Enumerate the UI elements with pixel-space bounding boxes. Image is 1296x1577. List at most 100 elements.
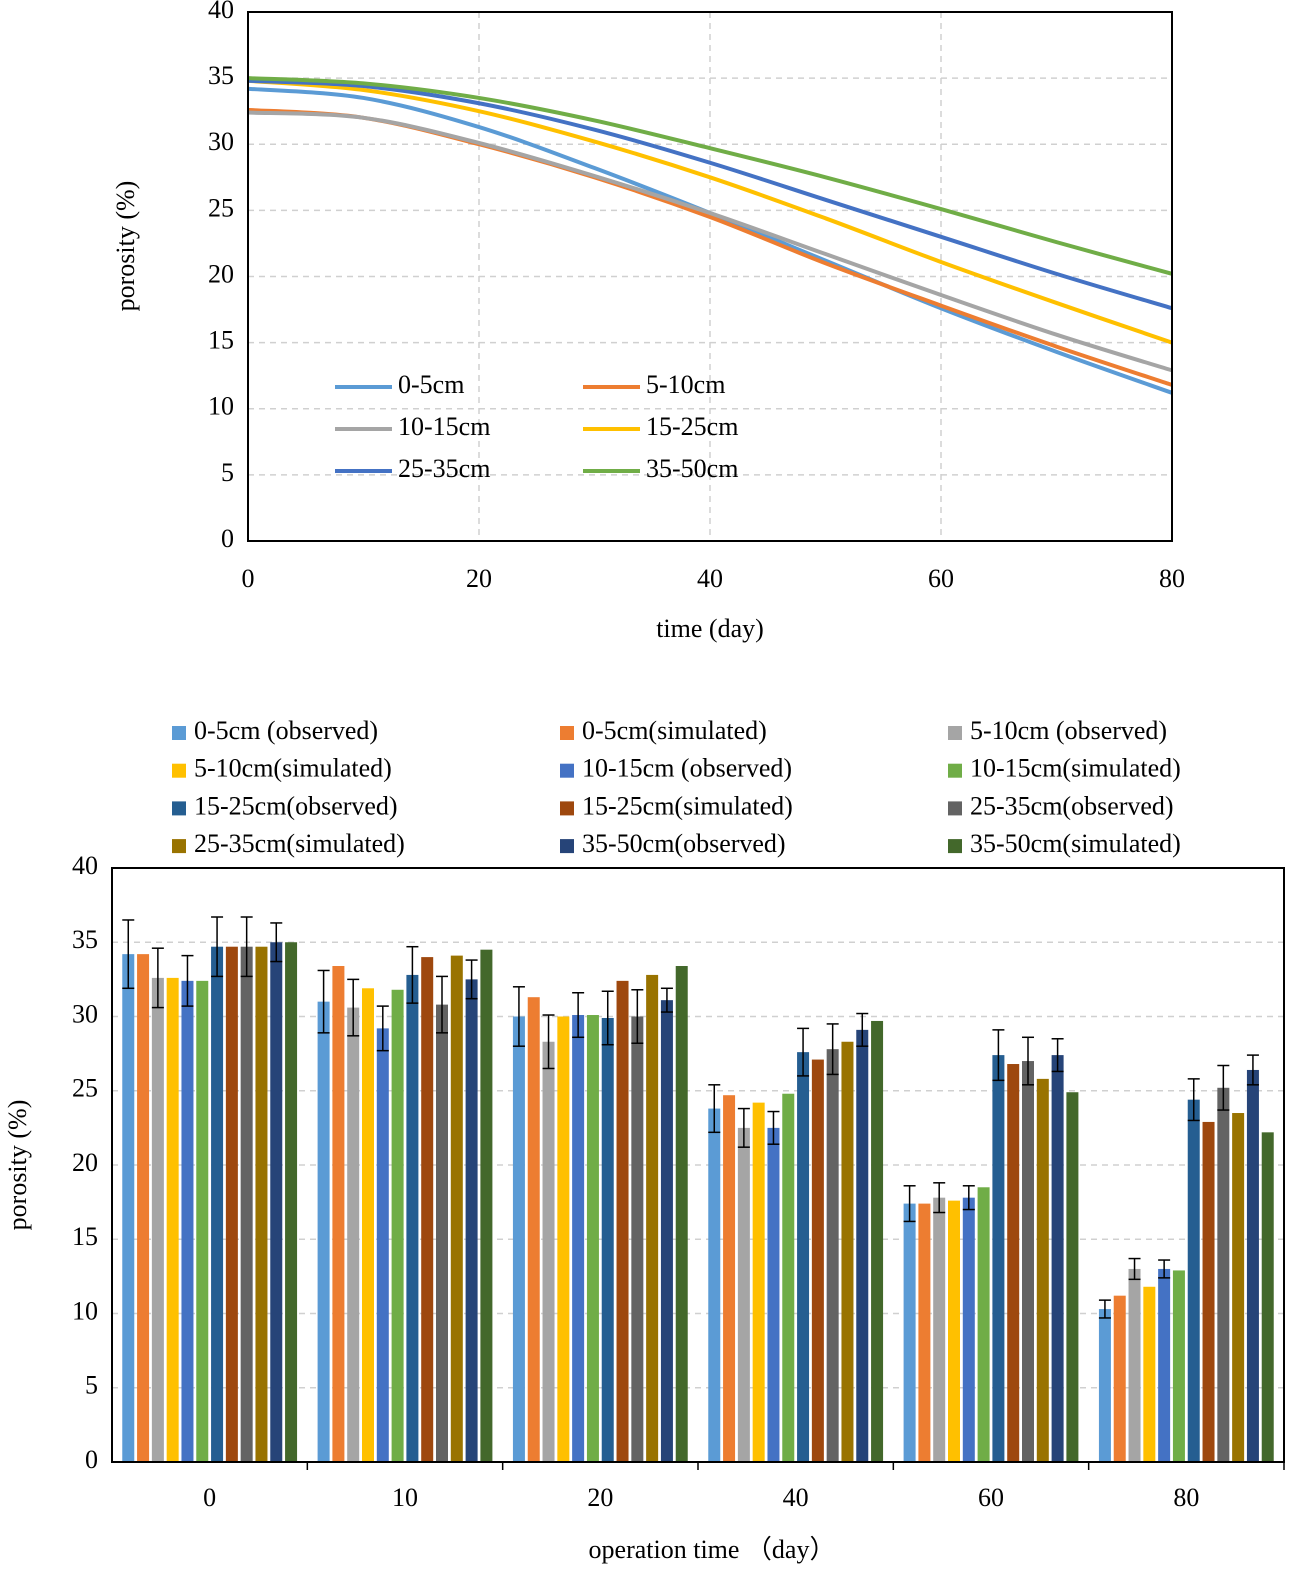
y-tick-label: 0 [85, 1445, 98, 1474]
bar [196, 980, 209, 1462]
legend-label: 5-10cm (observed) [970, 716, 1167, 745]
bar [948, 1200, 960, 1462]
legend-label: 35-50cm [646, 454, 738, 483]
bar [586, 1015, 599, 1462]
legend-swatch [172, 839, 186, 854]
y-tick-label: 20 [208, 259, 234, 288]
y-axis-label: porosity (%) [3, 1100, 32, 1231]
y-tick-label: 30 [208, 127, 234, 156]
y-tick-label: 25 [72, 1074, 98, 1103]
legend-label: 0-5cm [398, 370, 464, 399]
y-tick-label: 35 [72, 925, 98, 954]
bar [332, 966, 345, 1462]
legend-swatch [172, 801, 186, 816]
bar [1098, 1309, 1111, 1462]
x-axis-label: operation time （day） [589, 1535, 836, 1564]
legend-swatch [560, 726, 574, 740]
bar [708, 1108, 721, 1462]
plot-frame [247, 11, 1173, 542]
bar [767, 1127, 780, 1462]
bar [255, 946, 268, 1462]
legend-label: 35-50cm(simulated) [970, 829, 1181, 858]
bar [797, 1052, 810, 1462]
y-tick-label: 5 [85, 1371, 98, 1400]
legend-label: 10-15cm (observed) [582, 754, 792, 783]
bar [465, 979, 478, 1462]
x-tick-label: 40 [697, 564, 723, 593]
bar [1158, 1268, 1171, 1462]
x-tick-label: 80 [1173, 1483, 1199, 1512]
bar [1246, 1069, 1259, 1462]
x-axis-label: time (day) [656, 614, 764, 643]
series-line [247, 78, 1173, 311]
bar [450, 955, 463, 1462]
x-tick-label: 60 [928, 564, 954, 593]
bar [151, 977, 164, 1462]
x-tick-label: 20 [466, 564, 492, 593]
bar [826, 1049, 839, 1462]
bar [347, 1007, 360, 1462]
legend-label: 35-50cm(observed) [582, 829, 786, 858]
bar [675, 966, 688, 1462]
x-tick-label: 20 [587, 1483, 613, 1512]
bar [782, 1093, 795, 1462]
series-line [247, 76, 1173, 276]
legend-label: 25-35cm(observed) [970, 791, 1174, 820]
bar [1036, 1078, 1049, 1462]
bar [557, 1016, 570, 1462]
legend-swatch [948, 839, 962, 854]
bar [1261, 1132, 1274, 1462]
bar [646, 974, 659, 1462]
bar [1143, 1286, 1156, 1462]
bar [421, 957, 434, 1462]
bar [811, 1059, 824, 1462]
bar [1172, 1270, 1185, 1462]
bar [1113, 1295, 1126, 1462]
series-line [247, 110, 1173, 373]
legend-label: 25-35cm(simulated) [194, 829, 405, 858]
bar [512, 1016, 525, 1462]
legend-swatch [560, 763, 574, 778]
y-tick-label: 40 [208, 0, 234, 24]
bar [122, 954, 135, 1462]
legend-label: 5-10cm(simulated) [194, 754, 392, 783]
legend-label: 25-35cm [398, 454, 490, 483]
bar [317, 1001, 330, 1462]
bar [406, 974, 419, 1462]
bar [1187, 1099, 1200, 1462]
legend-swatch [172, 726, 186, 740]
legend-swatch [948, 801, 962, 816]
bar [225, 946, 238, 1462]
bar [181, 980, 194, 1462]
bar [992, 1055, 1005, 1462]
legend-swatch [948, 726, 962, 740]
y-tick-label: 10 [72, 1296, 98, 1325]
bar [871, 1020, 884, 1462]
bar [436, 1004, 448, 1462]
bar [962, 1197, 975, 1462]
legend-label: 15-25cm [646, 412, 738, 441]
bar [1128, 1268, 1141, 1462]
bar [933, 1197, 946, 1462]
x-tick-label: 60 [978, 1483, 1004, 1512]
legend-swatch [172, 763, 186, 778]
bar [601, 1017, 614, 1462]
legend-label: 15-25cm(simulated) [582, 791, 793, 820]
y-tick-label: 30 [72, 999, 98, 1028]
bar [918, 1203, 931, 1462]
y-tick-label: 40 [72, 851, 98, 880]
y-tick-label: 35 [208, 61, 234, 90]
bar [362, 988, 374, 1462]
x-tick-label: 0 [203, 1483, 216, 1512]
bar [631, 1016, 644, 1462]
x-tick-label: 40 [783, 1483, 809, 1512]
legend-label: 0-5cm(simulated) [582, 716, 767, 745]
bar [723, 1095, 736, 1462]
legend-label: 5-10cm [646, 370, 725, 399]
bar [480, 949, 493, 1462]
y-tick-label: 15 [72, 1222, 98, 1251]
bar [542, 1041, 555, 1462]
bar [1007, 1064, 1020, 1462]
bar [240, 946, 253, 1462]
